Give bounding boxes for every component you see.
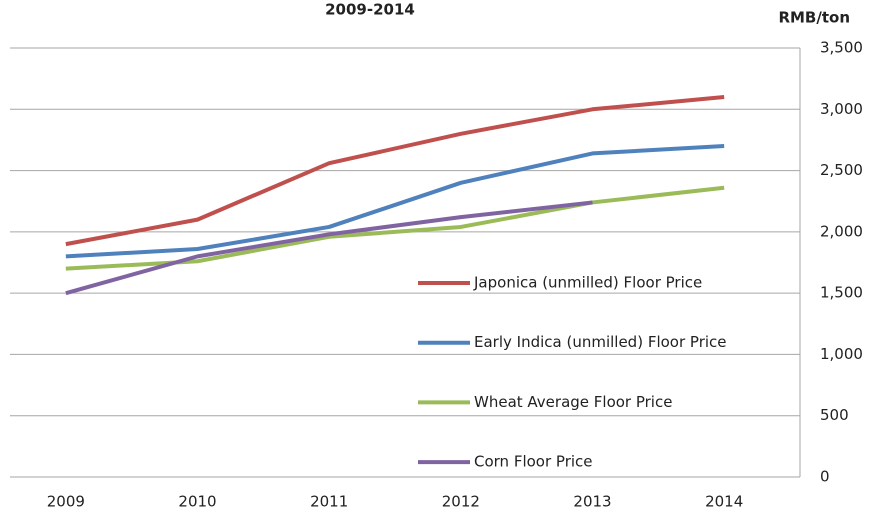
y-tick-label: 1,500	[820, 284, 863, 302]
legend-label: Wheat Average Floor Price	[474, 393, 672, 411]
x-tick-label: 2013	[573, 493, 611, 511]
y-tick-label: 3,500	[820, 39, 863, 57]
y-tick-label: 500	[820, 406, 849, 424]
x-tick-label: 2014	[705, 493, 743, 511]
legend-label: Early Indica (unmilled) Floor Price	[474, 333, 727, 351]
series-line	[65, 185, 725, 271]
y-tick-label: 2,500	[820, 161, 863, 179]
x-tick-label: 2009	[47, 493, 85, 511]
chart-title: 2009-2014	[325, 1, 415, 19]
x-tick-label: 2011	[310, 493, 348, 511]
y-tick-label: 2,000	[820, 222, 863, 240]
series-line	[65, 144, 725, 259]
x-tick-label: 2010	[178, 493, 216, 511]
x-tick-label: 2012	[442, 493, 480, 511]
y-axis-label: RMB/ton	[778, 9, 850, 27]
legend-label: Japonica (unmilled) Floor Price	[473, 274, 702, 292]
series-line	[65, 200, 593, 296]
y-tick-label: 1,000	[820, 345, 863, 363]
legend-label: Corn Floor Price	[474, 453, 593, 471]
y-tick-label: 0	[820, 468, 830, 486]
series-line	[65, 95, 725, 247]
y-tick-label: 3,000	[820, 100, 863, 118]
